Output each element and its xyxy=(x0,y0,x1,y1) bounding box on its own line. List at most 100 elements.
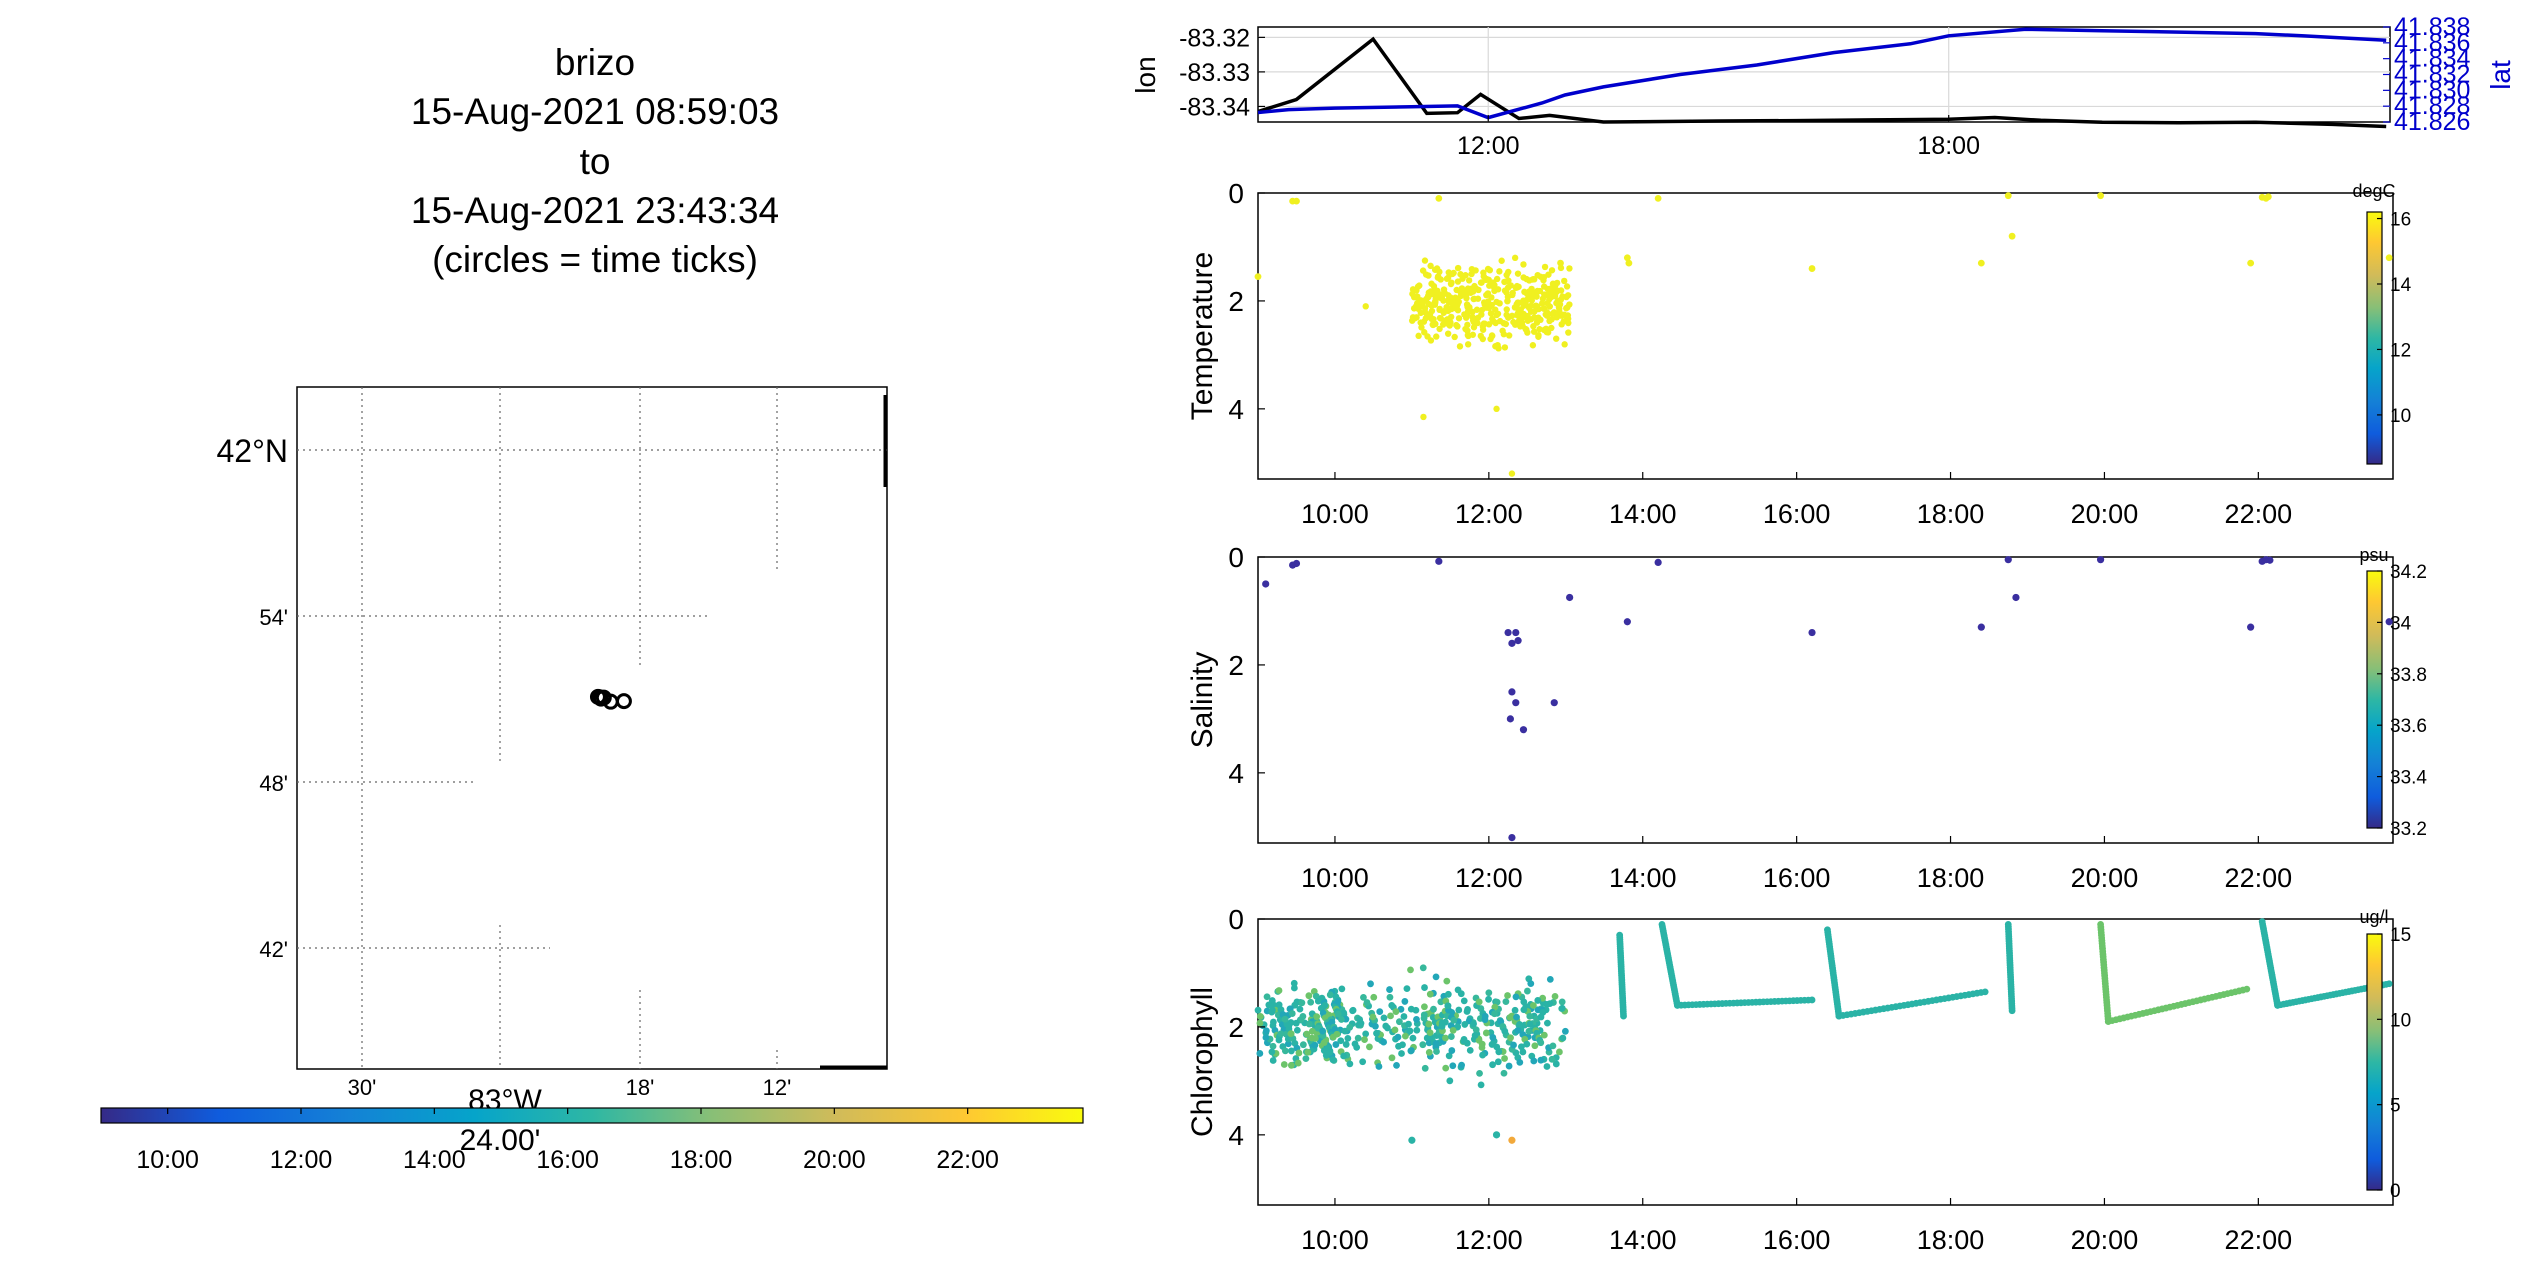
temperature-point xyxy=(1414,293,1421,300)
temperature-point xyxy=(1494,286,1502,293)
temperature-point xyxy=(1496,317,1504,325)
chlorophyll-point xyxy=(1485,995,1492,1003)
chlorophyll-point xyxy=(1346,1023,1354,1031)
chlorophyll-point xyxy=(1380,1014,1388,1022)
chlorophyll-point xyxy=(1275,987,1283,994)
chlorophyll-point xyxy=(1305,992,1313,1000)
chl-y-tick-label: 2 xyxy=(1228,1012,1244,1043)
temperature-point xyxy=(1531,314,1538,321)
salinity-colorbar-ticks: 34.2 34 33.8 33.6 33.4 33.2 xyxy=(2377,562,2427,840)
temperature-point xyxy=(1557,264,1565,272)
temperature-ticks: 10:00 12:00 14:00 16:00 18:00 20:00 22:00 0 2 4 xyxy=(1228,178,2292,529)
chlorophyll-point xyxy=(1334,998,1342,1005)
chlorophyll-point xyxy=(1308,1027,1316,1035)
salinity-point xyxy=(1519,726,1528,734)
sal-y-tick-label: 0 xyxy=(1228,542,1244,573)
lonlat-ticks: 12:00 18:00 -83.32 -83.33 -83.34 41.83841.836… xyxy=(1179,13,2470,160)
chlorophyll-point xyxy=(1406,1027,1414,1035)
temperature-point xyxy=(1293,197,1300,205)
chlorophyll-point xyxy=(1500,1069,1508,1077)
chlorophyll-point xyxy=(1548,1055,1556,1063)
temperature-point xyxy=(1504,298,1511,305)
chlorophyll-point xyxy=(1269,1057,1277,1064)
temp-colorbar-tick-label: 16 xyxy=(2390,210,2411,231)
lat-y-tick-label: 41.838 xyxy=(2394,13,2470,41)
temperature-point xyxy=(1510,318,1517,326)
temperature-point xyxy=(1511,304,1519,311)
temperature-point xyxy=(2264,193,2272,201)
temperature-point xyxy=(1474,319,1481,327)
temperature-point xyxy=(1427,262,1434,270)
chlorophyll-point xyxy=(1514,1027,1522,1034)
temperature-point xyxy=(1445,269,1452,276)
time-colorbar-tick-label: 14:00 xyxy=(403,1146,466,1174)
chlorophyll-point xyxy=(1329,1056,1337,1064)
temperature-point xyxy=(1548,285,1555,292)
temperature-point xyxy=(1409,290,1416,298)
temperature-point xyxy=(1436,325,1443,333)
temperature-point xyxy=(1520,261,1527,268)
sal-y-tick-label: 2 xyxy=(1228,650,1244,681)
chlorophyll-point xyxy=(1526,1012,1534,1020)
chlorophyll-panel: 10:00 12:00 14:00 16:00 18:00 20:00 22:00 0 2 4 C… xyxy=(1186,904,2411,1255)
chlorophyll-point xyxy=(1450,1016,1458,1024)
map-track xyxy=(589,688,632,710)
temperature-point xyxy=(1553,335,1560,342)
temperature-point xyxy=(1492,343,1499,350)
temperature-point xyxy=(1362,303,1369,310)
chlorophyll-point xyxy=(1502,998,1510,1005)
chlorophyll-ticks: 10:00 12:00 14:00 16:00 18:00 20:00 22:00 0 2 4 xyxy=(1228,904,2292,1255)
chlorophyll-point xyxy=(1265,1001,1273,1009)
map-lon-label-right: 24.00' xyxy=(460,1124,541,1157)
temperature-point xyxy=(1421,257,1429,264)
chlorophyll-point xyxy=(1426,990,1434,998)
chlorophyll-point xyxy=(1399,1041,1406,1049)
chlorophyll-point xyxy=(1443,977,1451,985)
salinity-point xyxy=(1435,557,1443,565)
temperature-point xyxy=(1527,308,1535,315)
salinity-point xyxy=(1623,618,1631,626)
chlorophyll-point xyxy=(1518,1043,1525,1051)
chlorophyll-point xyxy=(1549,1042,1557,1050)
temperature-point xyxy=(1427,337,1435,344)
temperature-point xyxy=(1501,344,1509,351)
chlorophyll-point xyxy=(1504,992,1511,999)
chlorophyll-point xyxy=(1464,1006,1471,1013)
chlorophyll-point xyxy=(1546,975,1554,983)
chlorophyll-point xyxy=(1492,1131,1501,1139)
salinity-panel: 10:00 12:00 14:00 16:00 18:00 20:00 22:00 0 2 4 S… xyxy=(1186,542,2427,893)
temperature-point xyxy=(1505,277,1512,284)
sal-x-tick-label: 18:00 xyxy=(1917,863,1985,893)
salinity-point xyxy=(1262,580,1270,588)
temperature-point xyxy=(1489,332,1496,340)
temperature-point xyxy=(1451,333,1458,341)
temperature-point xyxy=(1439,321,1447,328)
salinity-point xyxy=(1514,637,1522,645)
chlorophyll-point xyxy=(1510,1041,1517,1049)
temperature-point xyxy=(1454,323,1461,330)
sal-colorbar-tick-label: 33.6 xyxy=(2390,716,2427,737)
chlorophyll-point xyxy=(1442,1064,1450,1072)
temperature-point xyxy=(1530,328,1538,335)
temperature-point xyxy=(1447,280,1455,288)
chlorophyll-point xyxy=(1444,990,1452,998)
temperature-point xyxy=(1450,269,1457,277)
time-colorbar-tick-label: 16:00 xyxy=(536,1146,599,1174)
sal-colorbar-tick-label: 33.4 xyxy=(2390,768,2427,789)
temperature-point xyxy=(1435,194,1443,202)
temperature-point xyxy=(1548,267,1556,274)
salinity-point xyxy=(1508,688,1516,696)
chlorophyll-point xyxy=(1409,1034,1417,1042)
chlorophyll-point xyxy=(1507,1034,1514,1042)
chl-x-tick-label: 16:00 xyxy=(1763,1225,1831,1255)
chlorophyll-point xyxy=(1472,1026,1480,1034)
time-colorbar-tick-label: 20:00 xyxy=(803,1146,866,1174)
chlorophyll-point xyxy=(1256,1019,1264,1027)
temperature-point xyxy=(1977,259,1985,267)
temperature-point xyxy=(1563,283,1571,290)
salinity-point xyxy=(1504,628,1512,637)
chlorophyll-point xyxy=(1287,1030,1295,1037)
chlorophyll-point xyxy=(1420,1011,1428,1019)
salinity-axis-label: Salinity xyxy=(1186,652,1219,749)
chlorophyll-point xyxy=(1449,1026,1457,1034)
